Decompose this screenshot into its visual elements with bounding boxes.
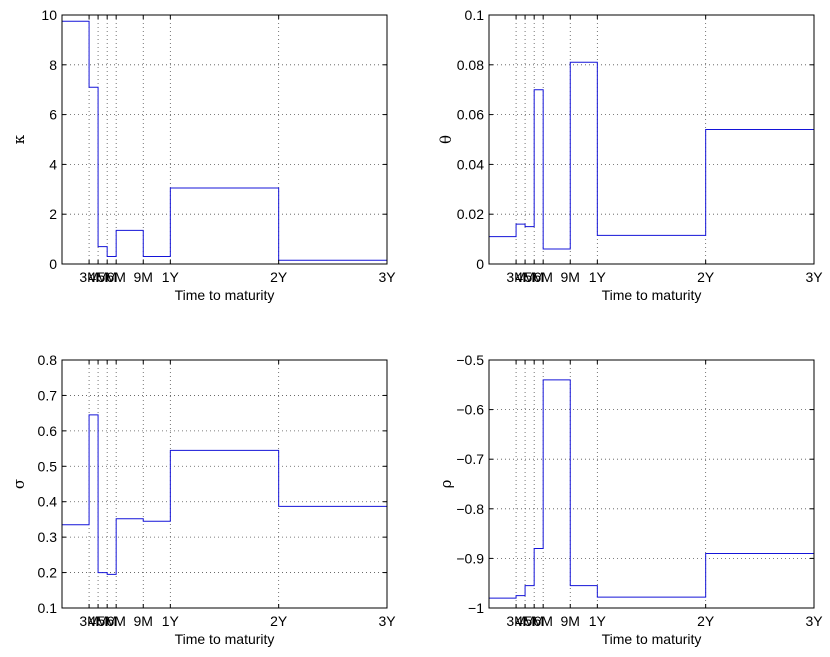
y-tick-label: 8	[49, 57, 57, 73]
axes-frame	[488, 359, 815, 609]
y-tick-label: −0.9	[456, 550, 484, 566]
y-tick-label: −1	[468, 600, 484, 616]
x-tick-label: 1Y	[589, 269, 607, 285]
y-tick-label: 0	[476, 256, 484, 272]
y-axis-title: κ	[10, 134, 28, 144]
x-tick-label: 6M	[106, 269, 125, 285]
y-tick-label: 0.2	[38, 565, 58, 581]
y-tick-label: 0.06	[457, 107, 484, 123]
y-tick-label: 0	[49, 256, 57, 272]
x-tick-label: 1Y	[162, 613, 180, 629]
x-axis-title: Time to maturity	[602, 631, 702, 647]
x-tick-label: 1Y	[589, 613, 607, 629]
x-tick-label: 5M	[97, 613, 116, 629]
y-tick-label: 0.8	[38, 352, 58, 368]
x-tick-label: 3M	[79, 613, 98, 629]
y-tick-label: −0.5	[456, 352, 484, 368]
x-axis-title: Time to maturity	[175, 631, 275, 647]
y-tick-label: 0.1	[38, 600, 58, 616]
y-axis-title: θ	[437, 135, 455, 144]
x-tick-label: 9M	[561, 613, 580, 629]
y-tick-label: −0.7	[456, 451, 484, 467]
x-tick-label: 3M	[506, 269, 525, 285]
y-tick-label: 10	[41, 7, 57, 23]
y-tick-label: 0.6	[38, 423, 58, 439]
y-tick-label: 0.1	[465, 7, 485, 23]
x-tick-label: 4M	[88, 613, 107, 629]
axes-frame	[61, 14, 388, 265]
x-axis-title: Time to maturity	[175, 287, 275, 303]
y-tick-label: 0.5	[38, 458, 58, 474]
x-tick-label: 9M	[561, 269, 580, 285]
x-tick-label: 3Y	[378, 269, 396, 285]
x-tick-label: 4M	[515, 269, 534, 285]
x-tick-label: 5M	[97, 269, 116, 285]
x-tick-label: 4M	[88, 269, 107, 285]
x-tick-label: 5M	[524, 269, 543, 285]
axes-frame	[61, 359, 388, 609]
y-tick-label: 6	[49, 107, 57, 123]
step-series-line	[489, 379, 814, 599]
x-axis-title: Time to maturity	[602, 287, 702, 303]
axes-frame	[488, 14, 815, 265]
y-tick-label: 0.3	[38, 529, 58, 545]
y-axis-title: σ	[10, 479, 28, 489]
x-tick-label: 9M	[134, 269, 153, 285]
y-tick-label: −0.6	[456, 402, 484, 418]
y-tick-label: 0.02	[457, 206, 484, 222]
y-axis-title: ρ	[437, 479, 455, 488]
x-tick-label: 3Y	[378, 613, 396, 629]
x-tick-label: 2Y	[697, 613, 715, 629]
y-tick-label: 2	[49, 206, 57, 222]
x-tick-label: 3M	[79, 269, 98, 285]
y-tick-label: −0.8	[456, 501, 484, 517]
x-tick-label: 6M	[106, 613, 125, 629]
x-tick-label: 6M	[533, 269, 552, 285]
x-tick-label: 6M	[533, 613, 552, 629]
y-tick-label: 0.4	[38, 494, 58, 510]
x-tick-label: 5M	[524, 613, 543, 629]
step-series-line	[62, 20, 387, 261]
x-tick-label: 2Y	[697, 269, 715, 285]
x-tick-label: 1Y	[162, 269, 180, 285]
x-tick-label: 3Y	[805, 269, 823, 285]
y-tick-label: 0.08	[457, 57, 484, 73]
x-tick-label: 3M	[506, 613, 525, 629]
y-tick-label: 4	[49, 156, 57, 172]
step-series-line	[489, 61, 814, 250]
x-tick-label: 4M	[515, 613, 534, 629]
x-tick-label: 2Y	[270, 269, 288, 285]
y-tick-label: 0.04	[457, 156, 484, 172]
x-tick-label: 3Y	[805, 613, 823, 629]
x-tick-label: 2Y	[270, 613, 288, 629]
x-tick-label: 9M	[134, 613, 153, 629]
step-series-line	[62, 414, 387, 575]
y-tick-label: 0.7	[38, 387, 58, 403]
